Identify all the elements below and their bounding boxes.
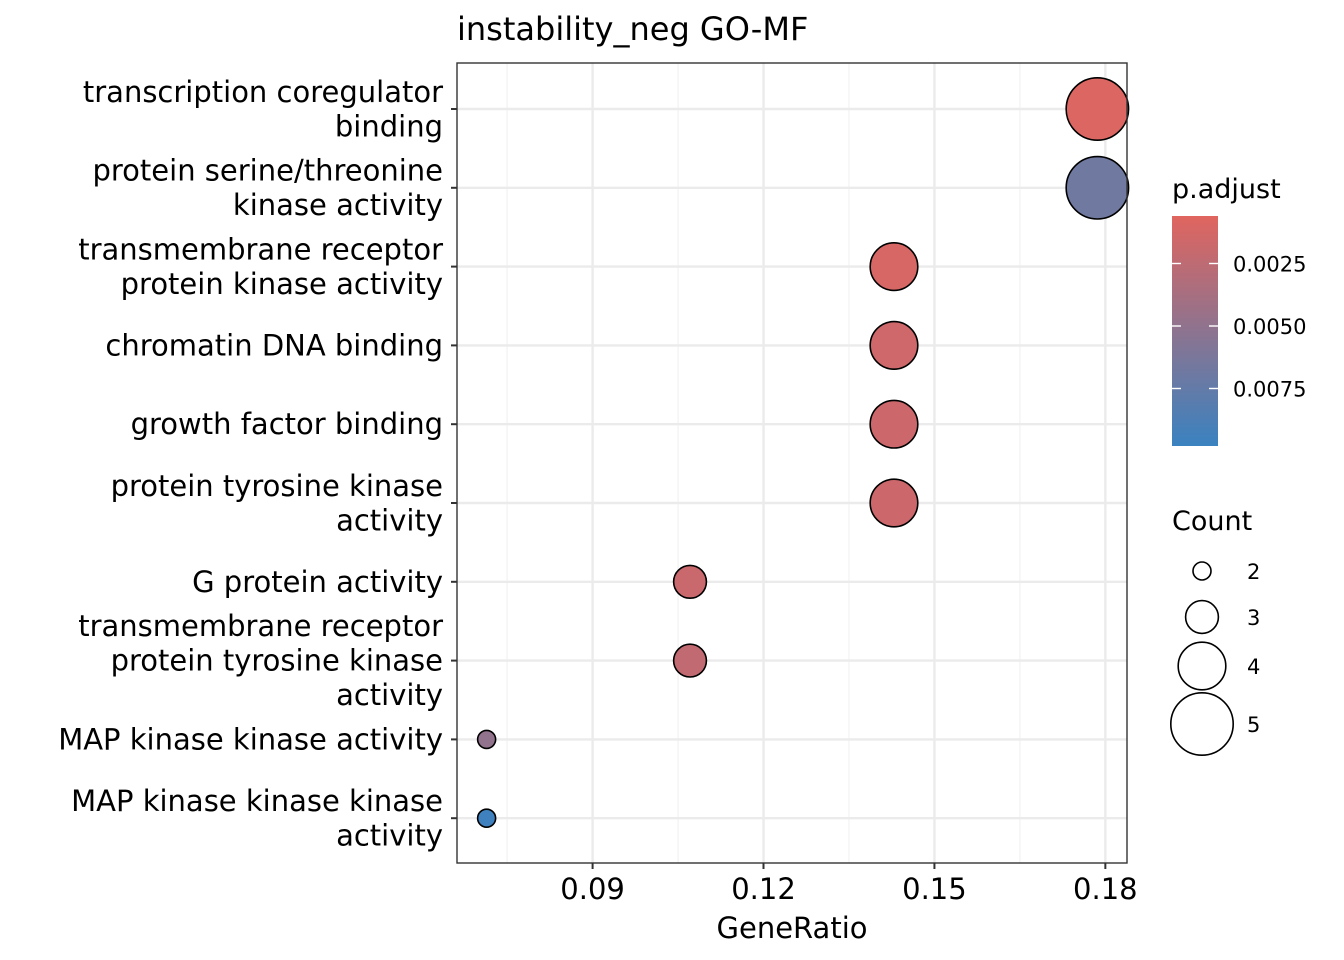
data-point bbox=[869, 478, 919, 528]
y-tick-label-line: protein kinase activity bbox=[121, 267, 443, 301]
y-tick-label: chromatin DNA binding bbox=[105, 328, 443, 362]
color-legend: p.adjust 0.0025 0.0050 0.0075 bbox=[1172, 174, 1306, 446]
data-point bbox=[1065, 155, 1130, 220]
panel-border bbox=[456, 62, 1128, 864]
y-tick-label-line: activity bbox=[336, 503, 443, 537]
data-point bbox=[672, 564, 708, 599]
x-tick-label: 0.18 bbox=[1073, 872, 1138, 906]
size-legend-title: Count bbox=[1172, 506, 1252, 537]
y-tick-label: transmembrane receptor protein kinase act… bbox=[78, 232, 443, 301]
data-point bbox=[869, 399, 919, 449]
grid-lines bbox=[457, 63, 1127, 863]
y-tick-label: protein tyrosine kinase activity bbox=[111, 469, 443, 538]
y-tick-label: MAP kinase kinase kinase activity bbox=[71, 784, 443, 853]
size-legend: Count 2 3 4 5 bbox=[1170, 506, 1260, 756]
x-tick-label: 0.12 bbox=[731, 872, 796, 906]
y-tick-label-line: activity bbox=[336, 678, 443, 712]
size-legend-label: 5 bbox=[1247, 713, 1260, 737]
data-point bbox=[1065, 77, 1130, 142]
color-legend-bar bbox=[1172, 216, 1218, 446]
y-tick-label-line: transmembrane receptor bbox=[78, 232, 443, 266]
y-tick-label-line: MAP kinase kinase kinase bbox=[71, 784, 443, 818]
x-axis: 0.09 0.12 0.15 0.18 bbox=[560, 863, 1138, 906]
y-tick-label-line: protein tyrosine kinase bbox=[111, 644, 443, 678]
y-tick-label: transmembrane receptor protein tyrosine k… bbox=[78, 609, 443, 712]
size-legend-circle bbox=[1192, 561, 1212, 581]
plot-panel bbox=[456, 62, 1130, 864]
data-point bbox=[869, 320, 919, 371]
y-tick-label-line: chromatin DNA binding bbox=[105, 328, 443, 362]
data-point bbox=[476, 808, 497, 829]
y-tick-label-line: transmembrane receptor bbox=[78, 609, 443, 643]
size-legend-circle bbox=[1184, 599, 1220, 635]
y-tick-label-line: transcription coregulator bbox=[83, 75, 443, 109]
y-tick-label: G protein activity bbox=[192, 565, 443, 599]
size-legend-circle bbox=[1170, 691, 1235, 756]
y-tick-label-line: protein tyrosine kinase bbox=[111, 469, 443, 503]
color-legend-title: p.adjust bbox=[1172, 174, 1281, 205]
x-axis-title: GeneRatio bbox=[717, 911, 868, 945]
x-tick-label: 0.09 bbox=[560, 872, 625, 906]
panel-background bbox=[457, 63, 1127, 863]
color-legend-label: 0.0050 bbox=[1233, 315, 1306, 339]
data-point bbox=[869, 242, 919, 292]
y-axis: transcription coregulator binding protein … bbox=[58, 75, 457, 853]
color-legend-label: 0.0075 bbox=[1233, 378, 1306, 402]
data-point bbox=[672, 643, 708, 678]
chart-title: instability_neg GO-MF bbox=[457, 10, 808, 48]
y-tick-label-line: MAP kinase kinase activity bbox=[58, 722, 443, 756]
y-tick-label-line: G protein activity bbox=[192, 565, 443, 599]
color-legend-label: 0.0025 bbox=[1233, 253, 1306, 277]
y-tick-label-line: binding bbox=[335, 109, 443, 143]
y-tick-label: transcription coregulator binding bbox=[83, 75, 443, 144]
y-tick-label: growth factor binding bbox=[131, 407, 443, 441]
x-tick-label: 0.15 bbox=[902, 872, 967, 906]
y-tick-label-line: protein serine/threonine bbox=[92, 154, 443, 188]
y-tick-label-line: activity bbox=[336, 818, 443, 852]
y-tick-label-line: kinase activity bbox=[233, 188, 443, 222]
y-tick-label-line: growth factor binding bbox=[131, 407, 443, 441]
points bbox=[476, 77, 1130, 829]
data-point bbox=[476, 729, 497, 750]
size-legend-circle bbox=[1177, 641, 1227, 691]
size-legend-label: 2 bbox=[1247, 560, 1260, 584]
size-legend-label: 4 bbox=[1247, 655, 1260, 679]
y-tick-label: protein serine/threonine kinase activity bbox=[92, 154, 443, 223]
size-legend-label: 3 bbox=[1247, 606, 1260, 630]
y-tick-label: MAP kinase kinase activity bbox=[58, 722, 443, 756]
